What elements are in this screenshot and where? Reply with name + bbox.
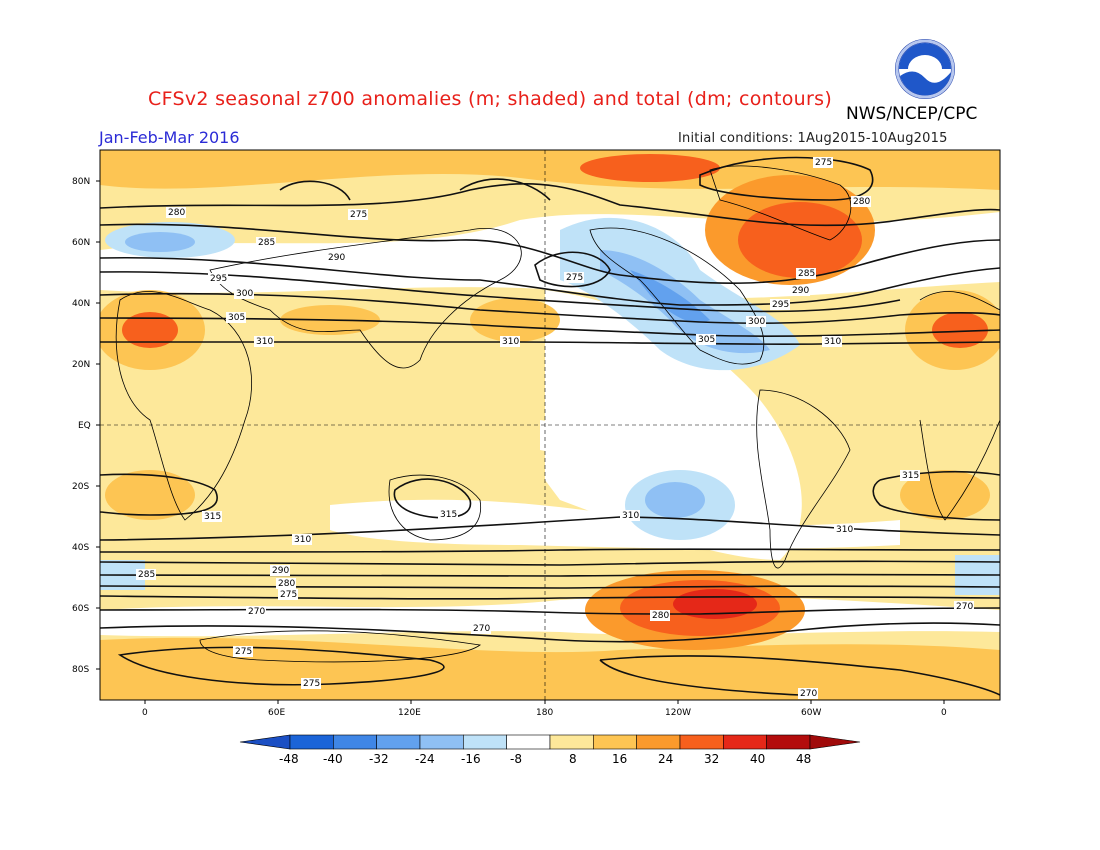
contour-label: 290 bbox=[792, 286, 809, 296]
map-title: CFSv2 seasonal z700 anomalies (m; shaded… bbox=[148, 88, 833, 110]
colorbar-swatch bbox=[766, 734, 811, 750]
colorbar-tick: 40 bbox=[750, 752, 765, 766]
period-label: Jan-Feb-Mar 2016 bbox=[99, 128, 240, 147]
colorbar-swatch bbox=[593, 734, 637, 750]
colorbar-tick: 8 bbox=[569, 752, 577, 766]
latitude-axis: 80N 60N 40N 20N EQ 20S 40S 60S 80S bbox=[72, 177, 100, 675]
initial-conditions-label: Initial conditions: 1Aug2015-10Aug2015 bbox=[678, 131, 948, 146]
colorbar-tick: -32 bbox=[369, 752, 389, 766]
colorbar-tick: -16 bbox=[461, 752, 481, 766]
contour-label: 270 bbox=[248, 607, 265, 617]
colorbar-tick: -48 bbox=[279, 752, 299, 766]
contour-label: 290 bbox=[328, 253, 345, 263]
contour-label: 285 bbox=[258, 238, 275, 248]
colorbar-swatch bbox=[636, 734, 681, 750]
contour-label: 310 bbox=[502, 337, 519, 347]
contour-labels: 280 275 285 290 295 300 305 310 310 310 … bbox=[136, 157, 974, 699]
colorbar-high-arrow bbox=[809, 734, 861, 750]
lon-label: 0 bbox=[941, 708, 947, 718]
lat-label: 20S bbox=[72, 482, 89, 492]
colorbar-swatch bbox=[549, 734, 594, 750]
lat-label: 60N bbox=[72, 238, 90, 248]
colorbar-tick: -8 bbox=[510, 752, 522, 766]
colorbar-low-arrow bbox=[239, 734, 291, 750]
longitude-axis: 0 60E 120E 180 120W 60W 0 bbox=[142, 700, 947, 718]
noaa-logo bbox=[895, 39, 955, 99]
contour-label: 275 bbox=[235, 647, 252, 657]
colorbar-swatch bbox=[679, 734, 724, 750]
colorbar-swatch bbox=[506, 734, 551, 750]
contour-label: 305 bbox=[698, 335, 715, 345]
lon-label: 0 bbox=[142, 708, 148, 718]
colorbar-tick: 24 bbox=[658, 752, 673, 766]
colorbar-tick: 48 bbox=[796, 752, 811, 766]
contour-label: 315 bbox=[204, 512, 221, 522]
colorbar-swatch bbox=[723, 734, 767, 750]
contour-label: 310 bbox=[836, 525, 853, 535]
contour-label: 285 bbox=[798, 269, 815, 279]
contour-label: 275 bbox=[280, 590, 297, 600]
lat-label: 80N bbox=[72, 177, 90, 187]
lat-label: 20N bbox=[72, 360, 90, 370]
contour-label: 310 bbox=[256, 337, 273, 347]
colorbar-swatch bbox=[463, 734, 507, 750]
lat-label: 80S bbox=[72, 665, 89, 675]
contour-label: 305 bbox=[228, 313, 245, 323]
lon-label: 60E bbox=[268, 708, 285, 718]
lat-label: 40S bbox=[72, 543, 89, 553]
colorbar-tick: 16 bbox=[612, 752, 627, 766]
coastlines bbox=[115, 165, 1000, 663]
contour-label: 310 bbox=[824, 337, 841, 347]
contour-label: 315 bbox=[902, 471, 919, 481]
contour-label: 280 bbox=[652, 611, 669, 621]
colorbar-tick: 32 bbox=[704, 752, 719, 766]
contour-label: 280 bbox=[853, 197, 870, 207]
contour-label: 295 bbox=[210, 274, 227, 284]
colorbar-tick: -24 bbox=[415, 752, 435, 766]
contour-label: 310 bbox=[294, 535, 311, 545]
lon-label: 120E bbox=[398, 708, 421, 718]
lon-label: 60W bbox=[801, 708, 821, 718]
contour-label: 285 bbox=[138, 570, 155, 580]
contour-label: 275 bbox=[815, 158, 832, 168]
lat-label: 40N bbox=[72, 299, 90, 309]
contour-label: 300 bbox=[236, 289, 253, 299]
contour-label: 275 bbox=[566, 273, 583, 283]
lon-label: 120W bbox=[665, 708, 691, 718]
contour-label: 270 bbox=[473, 624, 490, 634]
lon-label: 180 bbox=[536, 708, 553, 718]
colorbar-swatch bbox=[376, 734, 421, 750]
contour-label: 275 bbox=[303, 679, 320, 689]
colorbar-swatch bbox=[333, 734, 377, 750]
contour-label: 290 bbox=[272, 566, 289, 576]
lat-label: EQ bbox=[78, 421, 91, 431]
contour-label: 280 bbox=[168, 208, 185, 218]
contour-label: 300 bbox=[748, 317, 765, 327]
colorbar-swatch bbox=[419, 734, 464, 750]
contour-label: 275 bbox=[350, 210, 367, 220]
colorbar: -48 -40 -32 -24 -16 -8 8 16 24 32 40 48 bbox=[239, 734, 861, 766]
contour-label: 315 bbox=[440, 510, 457, 520]
contour-label: 310 bbox=[622, 511, 639, 521]
agency-label: NWS/NCEP/CPC bbox=[846, 104, 978, 124]
lat-label: 60S bbox=[72, 604, 89, 614]
colorbar-swatch bbox=[289, 734, 334, 750]
contour-label: 280 bbox=[278, 579, 295, 589]
contour-label: 295 bbox=[772, 300, 789, 310]
contour-label: 270 bbox=[800, 689, 817, 699]
contour-label: 270 bbox=[956, 602, 973, 612]
colorbar-tick: -40 bbox=[323, 752, 343, 766]
